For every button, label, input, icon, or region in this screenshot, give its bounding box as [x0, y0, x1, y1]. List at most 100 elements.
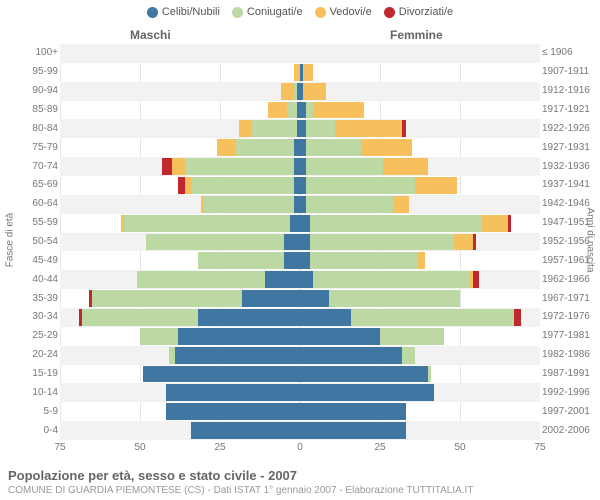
- y-label-age: 60-64: [4, 198, 58, 209]
- segment-divorziati: [473, 271, 479, 288]
- female-bar: [300, 290, 460, 307]
- pyramid-row: [60, 157, 540, 176]
- y-label-birth: 2002-2006: [542, 425, 596, 436]
- y-label-birth: 1907-1911: [542, 66, 596, 77]
- y-label-birth: 1942-1946: [542, 198, 596, 209]
- y-label-age: 55-59: [4, 217, 58, 228]
- male-bar: [166, 403, 300, 420]
- x-tick-label: 75: [534, 442, 545, 453]
- segment-coniugati: [140, 328, 178, 345]
- pyramid-row: [60, 101, 540, 120]
- pyramid-row: [60, 233, 540, 252]
- legend-item: Celibi/Nubili: [147, 6, 220, 18]
- pyramid-row: [60, 270, 540, 289]
- segment-celibi: [242, 290, 300, 307]
- chart-subtitle: COMUNE DI GUARDIA PIEMONTESE (CS) - Dati…: [8, 485, 592, 496]
- y-label-birth: 1912-1916: [542, 85, 596, 96]
- segment-vedovi: [281, 83, 294, 100]
- y-label-birth: 1957-1961: [542, 255, 596, 266]
- male-bar: [79, 309, 300, 326]
- y-label-age: 100+: [4, 47, 58, 58]
- female-bar: [300, 309, 521, 326]
- segment-celibi: [178, 328, 300, 345]
- segment-coniugati: [306, 196, 392, 213]
- pyramid-row: [60, 195, 540, 214]
- pyramid-row: [60, 346, 540, 365]
- y-label-birth: ≤ 1906: [542, 47, 596, 58]
- segment-divorziati: [402, 120, 405, 137]
- pyramid-row: [60, 383, 540, 402]
- y-label-age: 5-9: [4, 406, 58, 417]
- y-label-birth: 1952-1956: [542, 236, 596, 247]
- legend: Celibi/NubiliConiugati/eVedovi/eDivorzia…: [0, 6, 600, 18]
- segment-divorziati: [473, 234, 476, 251]
- chart-title: Popolazione per età, sesso e stato civil…: [8, 468, 592, 483]
- segment-coniugati: [306, 139, 360, 156]
- pyramid-row: [60, 214, 540, 233]
- segment-celibi: [166, 403, 300, 420]
- y-label-age: 40-44: [4, 274, 58, 285]
- y-label-birth: 1987-1991: [542, 368, 596, 379]
- segment-vedovi: [482, 215, 508, 232]
- segment-coniugati: [306, 120, 335, 137]
- y-label-birth: 1962-1966: [542, 274, 596, 285]
- segment-coniugati: [92, 290, 242, 307]
- y-label-age: 70-74: [4, 161, 58, 172]
- y-label-birth: 1922-1926: [542, 123, 596, 134]
- y-label-age: 95-99: [4, 66, 58, 77]
- column-label-female: Femmine: [390, 28, 443, 42]
- y-label-age: 85-89: [4, 104, 58, 115]
- legend-label: Celibi/Nubili: [162, 6, 220, 18]
- pyramid-row: [60, 289, 540, 308]
- y-label-birth: 1977-1981: [542, 330, 596, 341]
- segment-coniugati: [380, 328, 444, 345]
- y-label-birth: 1982-1986: [542, 349, 596, 360]
- female-bar: [300, 83, 326, 100]
- segment-celibi: [300, 422, 406, 439]
- legend-swatch: [147, 7, 158, 18]
- segment-celibi: [300, 366, 428, 383]
- segment-celibi: [300, 252, 310, 269]
- y-label-birth: 1917-1921: [542, 104, 596, 115]
- segment-vedovi: [415, 177, 457, 194]
- y-label-age: 50-54: [4, 236, 58, 247]
- segment-celibi: [300, 328, 380, 345]
- male-bar: [137, 271, 300, 288]
- segment-celibi: [143, 366, 300, 383]
- segment-coniugati: [82, 309, 197, 326]
- pyramid-row: [60, 176, 540, 195]
- pyramid-row: [60, 402, 540, 421]
- segment-celibi: [300, 290, 329, 307]
- female-bar: [300, 366, 431, 383]
- y-label-age: 80-84: [4, 123, 58, 134]
- male-bar: [191, 422, 300, 439]
- female-bar: [300, 384, 434, 401]
- male-bar: [121, 215, 300, 232]
- segment-celibi: [300, 384, 434, 401]
- male-bar: [239, 120, 300, 137]
- segment-coniugati: [402, 347, 415, 364]
- segment-coniugati: [329, 290, 460, 307]
- x-tick-label: 25: [374, 442, 385, 453]
- legend-item: Coniugati/e: [232, 6, 303, 18]
- segment-coniugati: [306, 158, 383, 175]
- segment-vedovi: [361, 139, 412, 156]
- y-label-age: 30-34: [4, 311, 58, 322]
- legend-label: Coniugati/e: [247, 6, 303, 18]
- y-label-birth: 1992-1996: [542, 387, 596, 398]
- y-label-age: 10-14: [4, 387, 58, 398]
- segment-coniugati: [137, 271, 265, 288]
- segment-vedovi: [313, 102, 364, 119]
- x-tick-label: 75: [54, 442, 65, 453]
- segment-vedovi: [217, 139, 236, 156]
- segment-vedovi: [335, 120, 402, 137]
- segment-celibi: [284, 234, 300, 251]
- y-label-age: 75-79: [4, 142, 58, 153]
- segment-celibi: [191, 422, 300, 439]
- pyramid-row: [60, 308, 540, 327]
- y-label-age: 35-39: [4, 293, 58, 304]
- segment-vedovi: [383, 158, 428, 175]
- segment-coniugati: [351, 309, 514, 326]
- male-bar: [178, 177, 300, 194]
- segment-coniugati: [287, 102, 297, 119]
